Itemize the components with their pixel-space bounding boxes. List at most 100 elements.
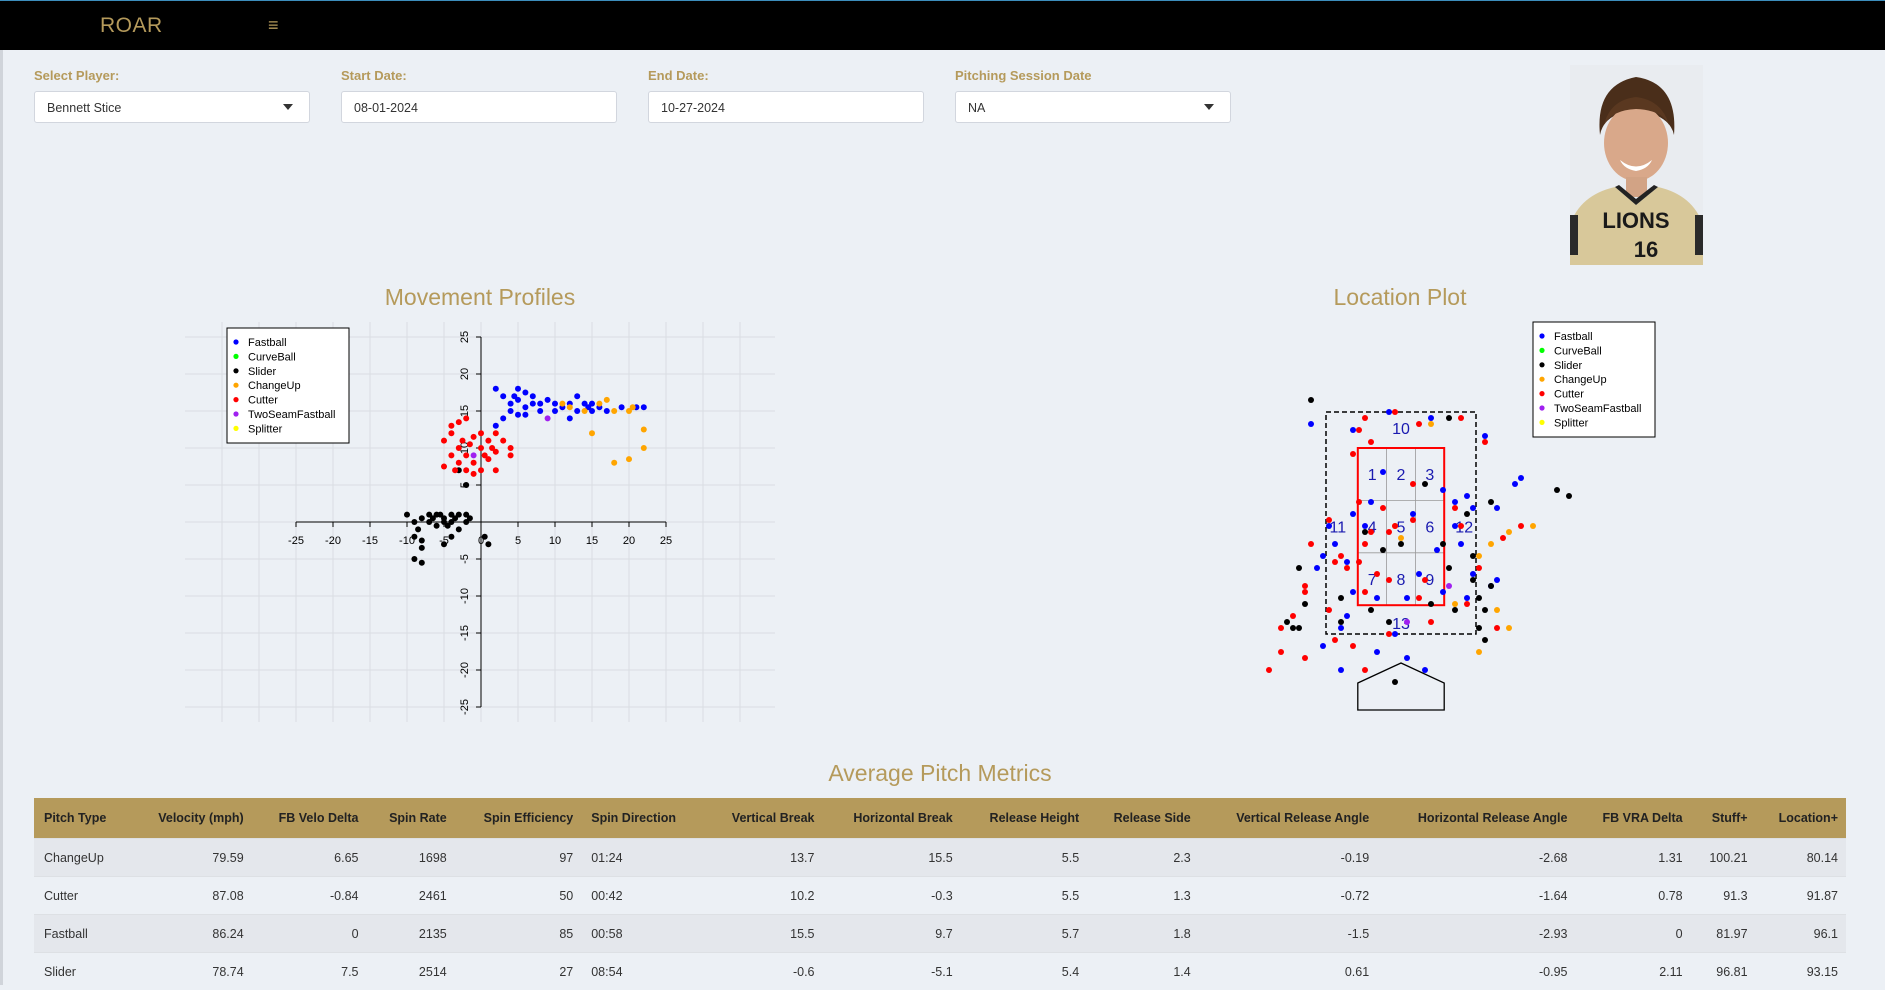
column-header[interactable]: Horizontal Break [823, 798, 961, 839]
app-brand[interactable]: ROAR [100, 14, 163, 38]
table-cell: -0.95 [1377, 953, 1575, 990]
pitch-point [1422, 667, 1428, 673]
pitch-point [515, 412, 521, 418]
pitch-point [1344, 559, 1350, 565]
pitch-point [1368, 439, 1374, 445]
pitch-point [1494, 505, 1500, 511]
table-cell: -2.93 [1377, 915, 1575, 953]
pitch-point [493, 423, 499, 429]
pitch-point [508, 408, 514, 414]
session-select[interactable]: NA [955, 91, 1231, 123]
table-cell: 9.7 [823, 915, 961, 953]
pitch-point [411, 534, 417, 540]
column-header[interactable]: Vertical Break [704, 798, 822, 839]
player-select[interactable]: Bennett Stice [34, 91, 310, 123]
table-cell: Fastball [34, 915, 130, 953]
pitch-point [1512, 481, 1518, 487]
legend-label: Slider [248, 366, 276, 378]
pitch-point [1308, 397, 1314, 403]
column-header[interactable]: Stuff+ [1691, 798, 1756, 839]
pitch-point [1296, 565, 1302, 571]
pitch-point [1410, 481, 1416, 487]
pitch-point [1440, 487, 1446, 493]
x-tick-label: 25 [660, 535, 672, 547]
pitch-point [1338, 667, 1344, 673]
legend-marker [233, 383, 238, 388]
legend-marker [233, 411, 238, 416]
table-cell: 79.59 [130, 839, 252, 877]
pitch-point [508, 445, 514, 451]
chevron-down-icon[interactable] [283, 104, 293, 110]
column-header[interactable]: Pitch Type [34, 798, 130, 839]
column-header[interactable]: Spin Direction [581, 798, 704, 839]
table-cell: 1.3 [1087, 877, 1199, 915]
pitch-point [1422, 481, 1428, 487]
end-date-input[interactable]: 10-27-2024 [648, 91, 924, 123]
legend-marker [1539, 362, 1544, 367]
legend-label: Splitter [248, 423, 283, 435]
table-cell: -0.72 [1199, 877, 1377, 915]
chevron-down-icon[interactable] [1204, 104, 1214, 110]
pitch-point [611, 408, 617, 414]
pitch-point [1446, 565, 1452, 571]
pitch-point [1482, 607, 1488, 613]
end-date-label: End Date: [648, 68, 709, 83]
pitch-point [411, 556, 417, 562]
column-header[interactable]: Vertical Release Angle [1199, 798, 1377, 839]
table-cell: 0 [1575, 915, 1690, 953]
column-header[interactable]: Spin Rate [367, 798, 455, 839]
pitch-point [467, 515, 473, 521]
pitch-point [1506, 625, 1512, 631]
pitch-point [1440, 541, 1446, 547]
pitch-point [1476, 595, 1482, 601]
hamburger-icon[interactable]: ≡ [268, 15, 279, 36]
pitch-point [1356, 499, 1362, 505]
table-cell: 80.14 [1756, 839, 1846, 877]
column-header[interactable]: Release Height [961, 798, 1088, 839]
pitch-point [1362, 667, 1368, 673]
pitch-point [1392, 631, 1398, 637]
pitch-point [1374, 595, 1380, 601]
table-cell: 91.87 [1756, 877, 1846, 915]
pitch-point [1488, 583, 1494, 589]
zone-number: 2 [1397, 467, 1406, 484]
pitch-point [1332, 559, 1338, 565]
table-cell: 78.74 [130, 953, 252, 990]
pitch-point [1386, 631, 1392, 637]
pitch-point [545, 415, 551, 421]
pitch-point [1386, 619, 1392, 625]
pitch-point [574, 408, 580, 414]
pitch-point [1416, 421, 1422, 427]
table-cell: 81.97 [1691, 915, 1756, 953]
pitch-point [415, 526, 421, 532]
y-tick-label: -15 [459, 625, 471, 641]
pitch-point [1470, 577, 1476, 583]
pitch-point [589, 408, 595, 414]
column-header[interactable]: FB VRA Delta [1575, 798, 1690, 839]
table-cell: 1.31 [1575, 839, 1690, 877]
zone-number: 10 [1392, 421, 1410, 438]
table-cell: Cutter [34, 877, 130, 915]
table-cell: -0.84 [252, 877, 367, 915]
table-cell: 10.2 [704, 877, 822, 915]
pitch-point [1446, 583, 1452, 589]
column-header[interactable]: FB Velo Delta [252, 798, 367, 839]
start-date-value: 08-01-2024 [354, 101, 418, 115]
table-cell: 96.1 [1756, 915, 1846, 953]
column-header[interactable]: Spin Efficiency [455, 798, 582, 839]
pitch-point [441, 541, 447, 547]
pitch-point [419, 560, 425, 566]
table-cell: 0.61 [1199, 953, 1377, 990]
pitch-point [515, 397, 521, 403]
column-header[interactable]: Velocity (mph) [130, 798, 252, 839]
column-header[interactable]: Location+ [1756, 798, 1846, 839]
start-date-input[interactable]: 08-01-2024 [341, 91, 617, 123]
pitch-point [1302, 583, 1308, 589]
column-header[interactable]: Horizontal Release Angle [1377, 798, 1575, 839]
pitch-point [1464, 493, 1470, 499]
column-header[interactable]: Release Side [1087, 798, 1199, 839]
table-cell: 85 [455, 915, 582, 953]
table-cell: 93.15 [1756, 953, 1846, 990]
